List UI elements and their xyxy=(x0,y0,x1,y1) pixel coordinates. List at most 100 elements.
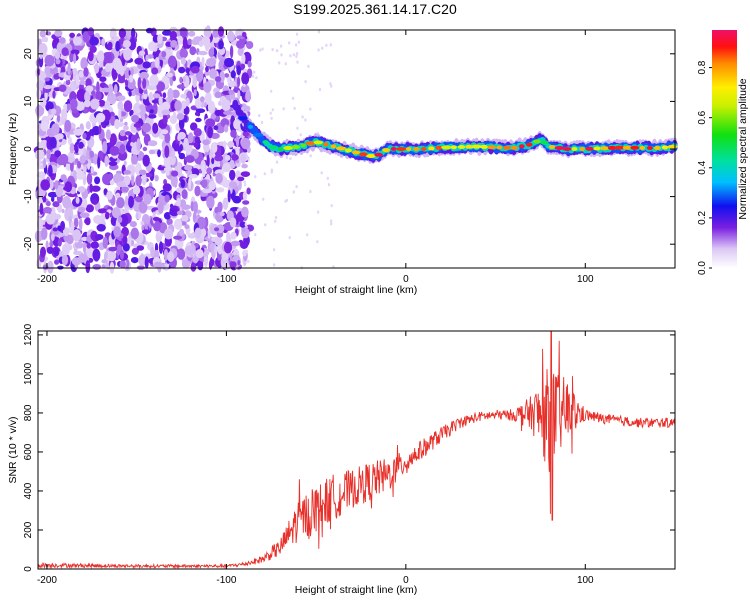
snr-line xyxy=(38,331,675,569)
noise-blob xyxy=(241,163,248,169)
noise-blob xyxy=(82,241,87,254)
noise-blob xyxy=(195,249,204,259)
noise-blob xyxy=(123,125,129,131)
noise-blob xyxy=(212,36,220,44)
noise-blob xyxy=(162,183,172,192)
noise-blob xyxy=(296,126,299,130)
noise-blob xyxy=(295,32,299,36)
noise-blob xyxy=(118,108,122,120)
noise-blob xyxy=(187,132,194,144)
noise-blob xyxy=(284,199,287,203)
ridge-core xyxy=(330,144,337,149)
noise-blob xyxy=(217,26,225,37)
noise-blob xyxy=(45,101,54,112)
noise-blob xyxy=(164,194,170,203)
noise-blob xyxy=(160,129,169,135)
noise-blob xyxy=(83,99,91,108)
noise-blob xyxy=(228,181,238,188)
x-tick-label: -100 xyxy=(216,274,236,285)
noise-blob xyxy=(89,45,97,53)
noise-blob xyxy=(123,170,131,175)
noise-blob xyxy=(246,38,249,42)
noise-blob xyxy=(51,196,55,202)
noise-blob xyxy=(161,109,171,116)
noise-blob xyxy=(101,38,106,47)
noise-blob xyxy=(197,216,206,230)
noise-blob xyxy=(164,132,171,144)
noise-blob xyxy=(330,222,333,226)
ridge-core xyxy=(585,146,594,151)
noise-blob xyxy=(296,60,299,64)
noise-blob xyxy=(52,201,60,208)
noise-blob xyxy=(329,82,332,86)
noise-blob xyxy=(138,169,147,176)
noise-blob xyxy=(244,222,247,227)
noise-blob xyxy=(138,50,146,56)
noise-blob xyxy=(56,113,61,123)
ridge-core xyxy=(630,145,640,150)
noise-blob xyxy=(60,174,67,181)
noise-blob xyxy=(113,36,117,42)
noise-blob xyxy=(39,202,44,215)
noise-blob xyxy=(50,233,55,242)
spectrogram-x-label: Height of straight line (km) xyxy=(295,284,418,296)
noise-blob xyxy=(40,97,47,108)
noise-blob xyxy=(172,110,177,124)
noise-blob xyxy=(77,206,86,213)
noise-blob xyxy=(61,116,66,124)
noise-blob xyxy=(74,158,79,163)
noise-blob xyxy=(98,124,102,134)
noise-blob xyxy=(166,218,173,226)
noise-blob xyxy=(60,220,65,231)
noise-blob xyxy=(75,100,85,112)
noise-blob xyxy=(224,124,229,133)
noise-blob xyxy=(156,81,166,92)
snr-background xyxy=(38,331,675,569)
noise-blob xyxy=(46,200,51,207)
noise-blob xyxy=(109,146,120,156)
noise-blob xyxy=(325,43,328,48)
noise-blob xyxy=(170,100,176,112)
noise-blob xyxy=(39,29,47,38)
noise-blob xyxy=(218,40,224,50)
ridge-core xyxy=(230,104,241,109)
noise-blob xyxy=(270,116,273,120)
noise-blob xyxy=(86,131,96,136)
noise-blob xyxy=(68,136,72,146)
ridge-core xyxy=(614,145,625,150)
noise-blob xyxy=(278,61,281,65)
noise-blob xyxy=(61,254,69,266)
noise-blob xyxy=(43,157,47,169)
noise-blob xyxy=(44,54,55,67)
noise-blob xyxy=(83,147,87,158)
noise-blob xyxy=(78,70,85,78)
snr-y-label: SNR (10 * v/v) xyxy=(7,416,19,483)
noise-blob xyxy=(144,256,149,269)
y-tick-label: 800 xyxy=(23,404,34,421)
noise-blob xyxy=(125,195,129,207)
ridge-core xyxy=(518,144,525,149)
noise-blob xyxy=(69,51,74,63)
noise-blob xyxy=(94,234,104,240)
noise-blob xyxy=(269,111,272,115)
noise-blob xyxy=(42,206,52,214)
noise-blob xyxy=(164,228,174,240)
noise-blob xyxy=(176,29,181,38)
noise-blob xyxy=(36,80,44,91)
noise-blob xyxy=(221,99,231,112)
noise-blob xyxy=(86,173,93,185)
noise-blob xyxy=(171,170,179,177)
ridge-core xyxy=(622,145,632,150)
noise-blob xyxy=(205,118,216,128)
noise-blob xyxy=(136,245,145,251)
noise-blob xyxy=(309,107,312,111)
noise-blob xyxy=(247,157,250,162)
snr-frame xyxy=(37,330,676,570)
noise-blob xyxy=(216,224,225,234)
noise-blob xyxy=(45,31,52,36)
y-tick-label: -20 xyxy=(23,237,34,252)
noise-blob xyxy=(121,186,129,193)
noise-blob xyxy=(151,67,159,75)
noise-blob xyxy=(54,150,62,158)
